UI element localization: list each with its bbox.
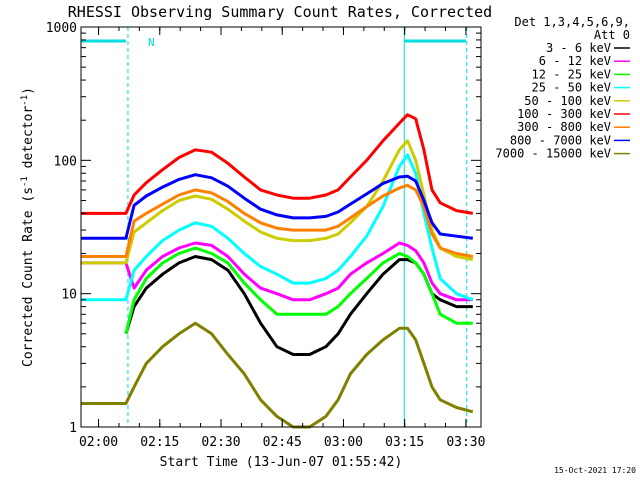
y-tick-label-3: 1000 bbox=[46, 21, 77, 36]
y-axis-label-sup1: -1 bbox=[20, 176, 30, 187]
x-tick-label-1: 02:15 bbox=[140, 435, 179, 450]
y-axis-label-main: Corrected Count Rate (s bbox=[21, 187, 36, 367]
y-tick-label-2: 100 bbox=[54, 154, 77, 169]
legend-label-7: 800 - 7000 keV bbox=[510, 133, 611, 147]
x-tick-label-2: 02:30 bbox=[201, 435, 240, 450]
legend-header-line1: Det 1,3,4,5,6,9, bbox=[514, 15, 630, 29]
plot-area bbox=[80, 27, 474, 429]
x-tick-label-3: 02:45 bbox=[263, 435, 302, 450]
legend-label-8: 7000 - 15000 keV bbox=[495, 147, 611, 161]
x-axis-label: Start Time (13-Jun-07 01:55:42) bbox=[160, 455, 403, 470]
legend-header-line2: Att 0 bbox=[594, 28, 630, 42]
series-line-7 bbox=[81, 173, 473, 240]
series-line-4 bbox=[81, 139, 474, 265]
series-line-2 bbox=[124, 246, 473, 335]
legend-label-3: 25 - 50 keV bbox=[532, 81, 611, 95]
y-tick-label-1: 10 bbox=[61, 288, 77, 303]
series-line-1 bbox=[81, 241, 473, 302]
legend-label-4: 50 - 100 keV bbox=[524, 94, 611, 108]
night-flag-label: N bbox=[148, 36, 155, 49]
legend-label-6: 300 - 800 keV bbox=[517, 120, 611, 134]
x-tick-label-4: 03:00 bbox=[324, 435, 363, 450]
legend-label-0: 3 - 6 keV bbox=[546, 41, 611, 55]
legend-label-2: 12 - 25 keV bbox=[532, 67, 611, 81]
y-axis-label-end: ) bbox=[21, 87, 36, 95]
plot-frame bbox=[80, 26, 482, 428]
y-axis-label-sup2: -1 bbox=[20, 95, 30, 106]
x-tick-label-6: 03:30 bbox=[446, 435, 485, 450]
legend-label-5: 100 - 300 keV bbox=[517, 107, 611, 121]
x-tick-label-0: 02:00 bbox=[79, 435, 118, 450]
y-axis-label-mid: detector bbox=[21, 106, 36, 177]
timestamp: 15-Oct-2021 17:20 bbox=[554, 466, 636, 475]
series-line-6 bbox=[81, 183, 474, 258]
chart-title: RHESSI Observing Summary Count Rates, Co… bbox=[68, 3, 492, 21]
axis-ticks: 02:00 02:15 02:30 02:45 03:00 03:15 03:30 1 10 10… bbox=[46, 21, 486, 450]
series-line-5 bbox=[81, 113, 474, 215]
x-tick-label-5: 03:15 bbox=[385, 435, 424, 450]
series-line-8 bbox=[81, 321, 474, 429]
y-tick-label-0: 1 bbox=[69, 421, 77, 436]
y-axis-label: Corrected Count Rate (s-1 detector-1) bbox=[20, 87, 36, 367]
legend-label-1: 6 - 12 keV bbox=[539, 54, 611, 68]
